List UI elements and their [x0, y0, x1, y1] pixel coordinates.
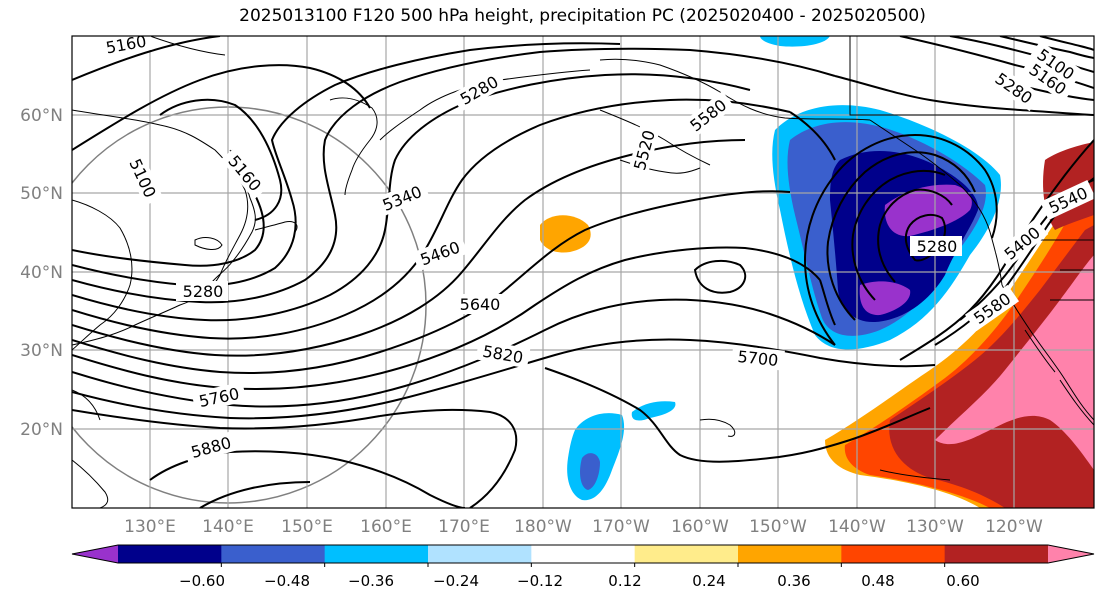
lat-label: 30°N	[20, 341, 63, 361]
lon-label: 160°W	[671, 517, 729, 537]
colorbar-tick-label: 0.12	[608, 572, 641, 590]
map-frame	[71, 35, 1095, 509]
contour-label: 5640	[460, 295, 501, 314]
colorbar-cell	[944, 545, 1049, 563]
colorbar-tick-label: −0.12	[517, 572, 563, 590]
colorbar-tick-label: −0.24	[433, 572, 479, 590]
colorbar-tick-label: −0.48	[264, 572, 310, 590]
lon-label: 130°W	[906, 517, 964, 537]
contour-label: 5700	[737, 347, 779, 370]
lat-label: 60°N	[20, 106, 63, 126]
colorbar-extend-max	[1048, 545, 1094, 563]
lon-label: 140°E	[202, 517, 254, 537]
precip-anomaly-hawaii-west-inner	[580, 453, 600, 490]
lon-label: 150°E	[281, 517, 333, 537]
precip-anomaly-purple-south	[859, 281, 911, 316]
precip-anomaly-purple-north	[884, 184, 972, 237]
lon-label: 170°E	[438, 517, 490, 537]
colorbar-tick-label: 0.48	[861, 572, 894, 590]
colorbar-cell	[428, 545, 532, 563]
precip-shading	[540, 36, 1094, 508]
lat-label: 20°N	[20, 420, 63, 440]
colorbar-cell	[118, 545, 222, 563]
precip-anomaly-orange-dateline	[540, 215, 591, 253]
lat-label: 50°N	[20, 184, 63, 204]
lon-label: 160°E	[360, 517, 412, 537]
lon-label: 140°W	[828, 517, 886, 537]
contour-label: 5280	[917, 237, 958, 256]
colorbar-cell	[841, 545, 946, 563]
contour-label: 5160	[104, 32, 147, 58]
colorbar-tick-label: 0.36	[777, 572, 810, 590]
colorbar-tick-label: 0.24	[692, 572, 725, 590]
lat-label: 40°N	[20, 263, 63, 283]
lon-label: 180°W	[514, 517, 572, 537]
colorbar-cell	[738, 545, 842, 563]
colorbar-tick-label: 0.60	[946, 572, 979, 590]
colorbar-outline	[71, 544, 1095, 564]
colorbar-cell	[531, 545, 636, 563]
lon-label: 170°W	[592, 517, 650, 537]
colorbar: −0.60 −0.48 −0.36 −0.24 −0.12 0.12 0.24 …	[71, 544, 1095, 590]
lon-label: 130°E	[124, 517, 176, 537]
colorbar-cell	[221, 545, 326, 563]
precip-anomaly-hawaii-strip	[631, 401, 676, 421]
colorbar-cell	[324, 545, 429, 563]
colorbar-tick-label: −0.36	[348, 572, 394, 590]
colorbar-cell	[634, 545, 739, 563]
colorbar-ticks: −0.60 −0.48 −0.36 −0.24 −0.12 0.12 0.24 …	[179, 572, 980, 590]
colorbar-extend-min	[72, 545, 118, 563]
longitude-labels: 130°E 140°E 150°E 160°E 170°E 180°W 170°…	[124, 517, 1043, 537]
map-title: 2025013100 F120 500 hPa height, precipit…	[239, 6, 926, 26]
latitude-labels: 60°N 50°N 40°N 30°N 20°N	[20, 106, 63, 440]
colorbar-tick-label: −0.60	[179, 572, 225, 590]
lon-label: 150°W	[749, 517, 807, 537]
contour-labels: 5160 5280 5580 5520 5100 5160 5280 5340 …	[98, 32, 1094, 464]
lon-label: 120°W	[985, 517, 1043, 537]
contour-label: 5280	[183, 282, 224, 301]
